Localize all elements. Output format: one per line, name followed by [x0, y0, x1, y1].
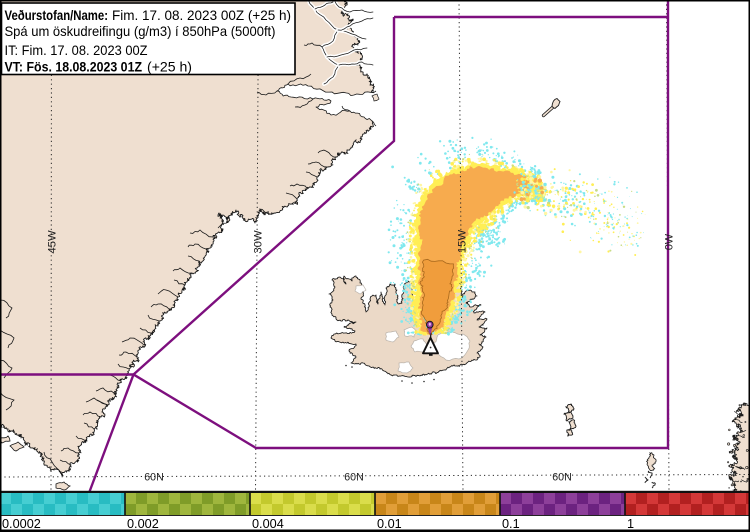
svg-text:30W: 30W — [252, 230, 264, 254]
svg-text:60N: 60N — [552, 472, 572, 484]
svg-text:0W: 0W — [663, 233, 675, 250]
svg-text:VT: Fös. 18.08.2023 01Z: VT: Fös. 18.08.2023 01Z — [5, 60, 143, 75]
svg-text:0.004: 0.004 — [252, 517, 284, 531]
svg-text:IT: Fim. 17. 08. 2023 00Z: IT: Fim. 17. 08. 2023 00Z — [5, 43, 148, 58]
svg-text:15W: 15W — [457, 229, 469, 253]
svg-text:60N: 60N — [344, 472, 364, 484]
svg-text:45W: 45W — [47, 230, 59, 254]
svg-text:(+25 h): (+25 h) — [147, 60, 192, 75]
svg-text:60N: 60N — [144, 472, 164, 484]
svg-text:0.01: 0.01 — [377, 517, 402, 531]
svg-text:0.1: 0.1 — [502, 517, 520, 531]
svg-text:Spá um öskudreifingu (g/m3) í: Spá um öskudreifingu (g/m3) í 850hPa (50… — [5, 24, 276, 39]
svg-text:0.002: 0.002 — [127, 517, 159, 531]
svg-text:0.0002: 0.0002 — [2, 517, 41, 531]
svg-text:1: 1 — [627, 517, 634, 531]
svg-text:Fim. 17. 08. 2023 00Z (+25 h): Fim. 17. 08. 2023 00Z (+25 h) — [112, 8, 291, 23]
svg-text:Veðurstofan/Name:: Veðurstofan/Name: — [5, 8, 109, 23]
